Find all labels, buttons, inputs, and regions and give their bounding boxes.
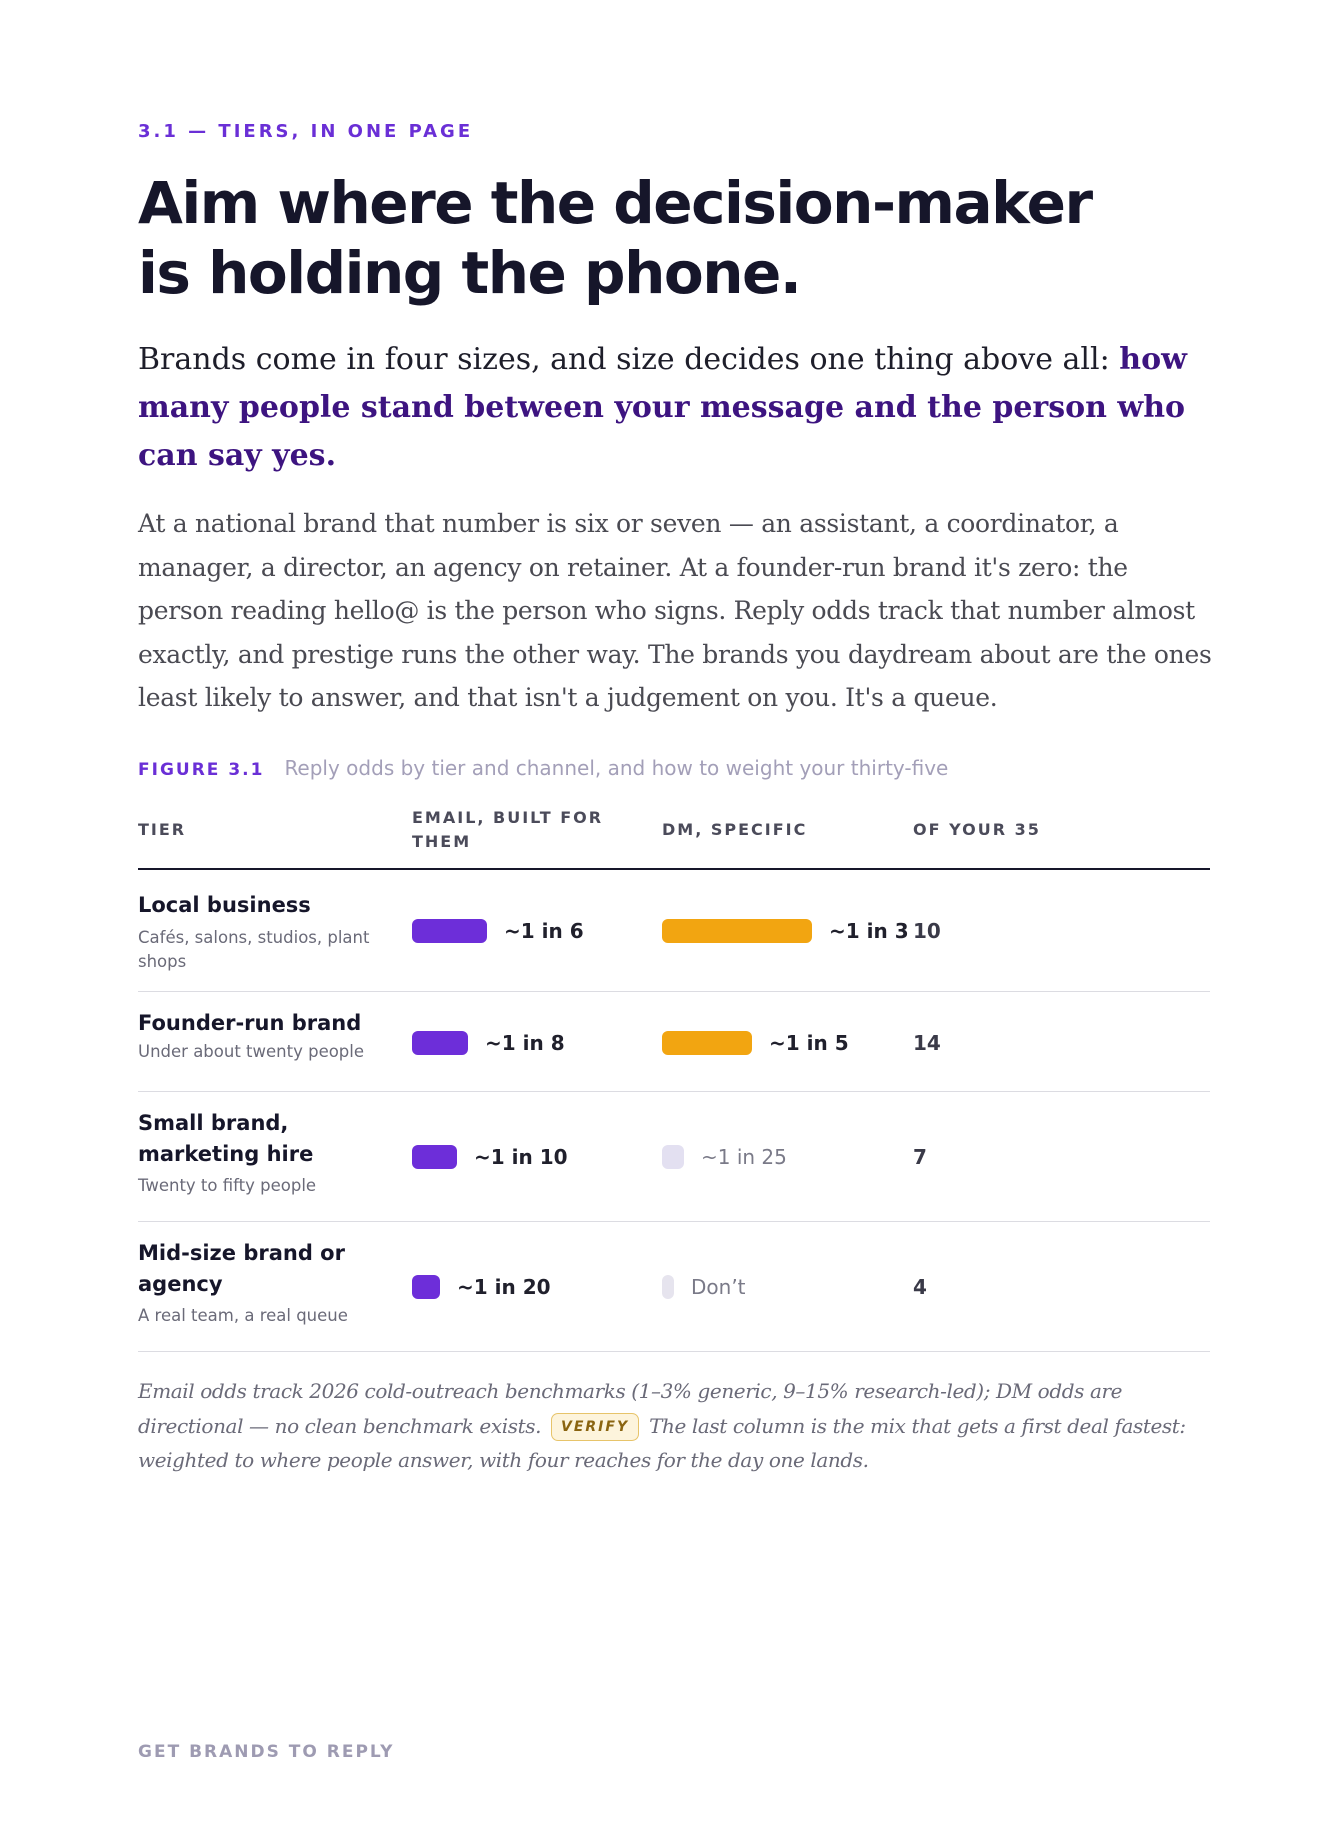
figure-caption: FIGURE 3.1 Reply odds by tier and channel…: [138, 756, 948, 780]
tier-subtitle: Under about twenty people: [138, 1042, 365, 1061]
dm-odds-label: ~1 in 3: [829, 919, 909, 943]
dm-odds-bar: [662, 1275, 674, 1299]
email-odds-label: ~1 in 20: [457, 1275, 551, 1299]
dm-odds-label: ~1 in 5: [769, 1031, 849, 1055]
dm-odds-label: ~1 in 25: [701, 1145, 787, 1169]
figure-footnote: Email odds track 2026 cold-outreach benc…: [138, 1374, 1228, 1478]
email-odds-label: ~1 in 8: [485, 1031, 565, 1055]
table-row-midsize: Mid-size brand or agency A real team, a …: [138, 1222, 1210, 1352]
mix-count: 10: [913, 919, 941, 943]
table-row-founder: Founder-run brand Under about twenty peo…: [138, 992, 1210, 1092]
email-odds-label: ~1 in 6: [504, 919, 584, 943]
lede-emphasis: how many people stand between your messa…: [138, 342, 1187, 473]
lede-text: Brands come in four sizes, and size deci…: [138, 342, 1120, 377]
table-row-small: Small brand, marketing hire Twenty to fi…: [138, 1092, 1210, 1222]
tier-name: Founder-run brand: [138, 1011, 362, 1035]
mix-count: 4: [913, 1275, 927, 1299]
footnote-text-2: The last column is the mix that gets a f…: [138, 1413, 1186, 1473]
headline: Aim where the decision-maker is holding …: [138, 168, 1210, 308]
table-header: TIER EMAIL, BUILT FOR THEM DM, SPECIFIC …: [138, 800, 1210, 868]
lede-paragraph: Brands come in four sizes, and size deci…: [138, 336, 1210, 480]
figure-title: Reply odds by tier and channel, and how …: [284, 756, 949, 780]
mix-count: 14: [913, 1031, 941, 1055]
section-label: 3.1 — TIERS, IN ONE PAGE: [138, 121, 474, 142]
email-odds-bar: [412, 1031, 468, 1055]
header-email: EMAIL, BUILT FOR THEM: [412, 808, 604, 851]
email-odds-label: ~1 in 10: [474, 1145, 568, 1169]
header-tier: TIER: [138, 820, 187, 839]
figure-label: FIGURE 3.1: [138, 760, 265, 780]
email-odds-bar: [412, 1275, 440, 1299]
header-dm: DM, SPECIFIC: [662, 820, 808, 839]
row-divider: [138, 1221, 1210, 1222]
footnote-text-1: Email odds track 2026 cold-outreach benc…: [138, 1379, 1123, 1438]
body-paragraph: At a national brand that number is six o…: [138, 509, 1212, 712]
tier-subtitle: Cafés, salons, studios, plant shops: [138, 928, 370, 971]
tier-subtitle: A real team, a real queue: [138, 1306, 348, 1325]
header-rule: [138, 868, 1210, 870]
row-divider: [138, 991, 1210, 992]
email-odds-bar: [412, 919, 487, 943]
headline-line-2: is holding the phone.: [138, 239, 802, 307]
tier-name: Mid-size brand or agency: [138, 1241, 345, 1296]
table-row-local: Local business Cafés, salons, studios, p…: [138, 870, 1210, 992]
email-odds-bar: [412, 1145, 457, 1169]
tier-name: Small brand, marketing hire: [138, 1111, 314, 1166]
mix-count: 7: [913, 1145, 927, 1169]
tier-name: Local business: [138, 893, 311, 917]
verify-badge: VERIFY: [551, 1412, 640, 1441]
tier-subtitle: Twenty to fifty people: [138, 1176, 317, 1195]
dm-odds-bar: [662, 1031, 752, 1055]
dm-odds-bar: [662, 919, 812, 943]
dm-odds-bar: [662, 1145, 684, 1169]
header-mix: OF YOUR 35: [913, 820, 1041, 839]
row-divider: [138, 1091, 1210, 1092]
running-footer: GET BRANDS TO REPLY: [138, 1742, 395, 1762]
row-divider: [138, 1351, 1210, 1352]
headline-line-1: Aim where the decision-maker: [138, 169, 1093, 237]
dm-odds-label: Don’t: [691, 1275, 746, 1299]
